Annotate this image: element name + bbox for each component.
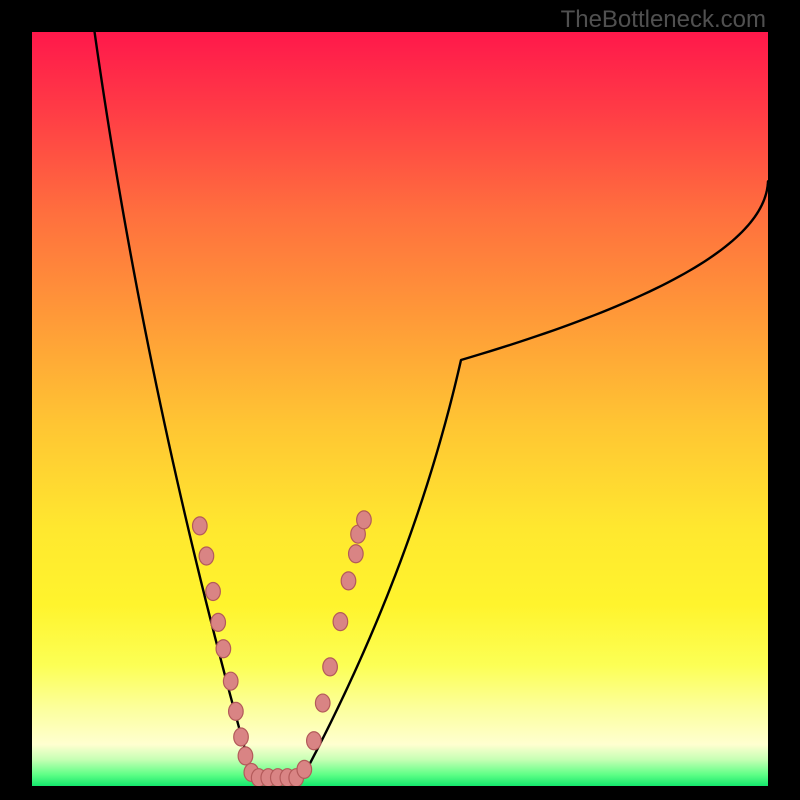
data-marker xyxy=(323,658,338,676)
data-marker xyxy=(211,613,226,631)
plot-area xyxy=(32,32,768,786)
data-marker xyxy=(315,694,330,712)
data-marker xyxy=(229,702,244,720)
v-curve-path xyxy=(95,32,768,778)
data-marker xyxy=(297,760,312,778)
data-marker xyxy=(223,672,238,690)
data-marker xyxy=(333,613,348,631)
data-marker xyxy=(206,582,221,600)
data-marker xyxy=(199,547,214,565)
data-marker xyxy=(216,640,231,658)
marker-layer xyxy=(193,511,372,786)
data-marker xyxy=(307,732,322,750)
data-marker xyxy=(193,517,208,535)
watermark-text: TheBottleneck.com xyxy=(561,6,766,34)
data-marker xyxy=(341,572,356,590)
data-marker xyxy=(349,545,364,563)
data-marker xyxy=(238,747,253,765)
chart-overlay xyxy=(32,32,768,786)
data-marker xyxy=(357,511,372,529)
stage: TheBottleneck.com xyxy=(0,0,800,800)
data-marker xyxy=(234,728,249,746)
